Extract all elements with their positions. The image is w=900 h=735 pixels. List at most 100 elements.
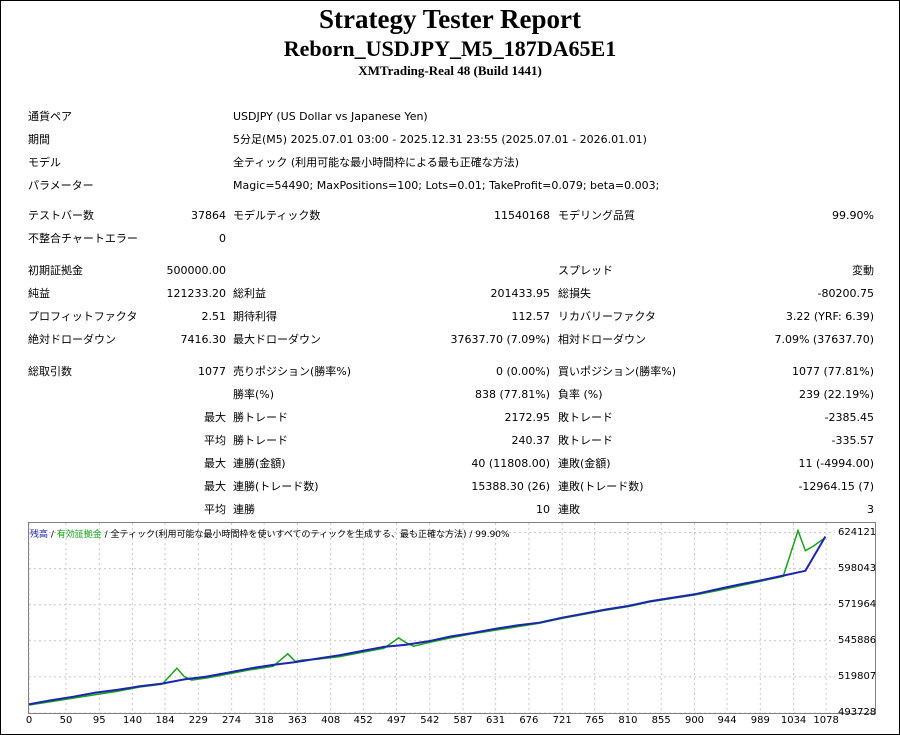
expected-value: 112.57: [511, 310, 551, 323]
y-tick-label: 519807: [838, 670, 877, 682]
model-label: モデル: [28, 156, 61, 169]
x-tick-label: 900: [684, 715, 705, 726]
symbol-value: USDJPY (US Dollar vs Japanese Yen): [233, 110, 428, 123]
largest-win-label: 勝トレード: [233, 411, 288, 424]
y-tick-label: 598043: [838, 562, 877, 574]
long-label: 買いポジション(勝率%): [558, 365, 677, 378]
legend-balance: 残高: [30, 530, 49, 540]
symbol-label: 通貨ペア: [28, 110, 72, 123]
ticks-value: 11540168: [494, 209, 550, 222]
expected-label: 期待利得: [233, 310, 277, 323]
params-label: パラメーター: [28, 179, 94, 192]
legend-sep: /: [48, 530, 57, 540]
abs-dd-value: 7416.30: [180, 333, 227, 346]
rel-dd-value: 7.09% (37637.70): [774, 333, 874, 346]
x-tick-label: 587: [453, 715, 473, 726]
avg-cons-loss-label: 連敗: [558, 503, 580, 516]
x-tick-label: 1078: [813, 715, 839, 726]
model-value: 全ティック (利用可能な最小時間枠による最も正確な方法): [233, 156, 520, 169]
cons-win-cnt-label: 連勝(トレード数): [233, 480, 319, 493]
gross-profit-label: 総利益: [233, 287, 266, 300]
cons-loss-amt-label: 連敗(金額): [558, 457, 611, 470]
avg-win-label: 勝トレード: [233, 434, 288, 447]
spread-label: スプレッド: [558, 264, 613, 277]
x-tick-label: 944: [717, 715, 737, 726]
x-tick-label: 765: [585, 715, 605, 726]
bars-value: 37864: [191, 209, 226, 222]
balance-line: [29, 535, 827, 706]
x-tick-label: 542: [420, 715, 440, 726]
largest-loss-value: -2385.45: [824, 411, 874, 424]
cons-win-amt-label: 連勝(金額): [233, 457, 286, 470]
max-dd-value: 37637.70 (7.09%): [450, 333, 550, 346]
pf-value: 2.51: [201, 310, 227, 323]
deposit-label: 初期証拠金: [28, 264, 83, 277]
period-label: 期間: [28, 133, 50, 146]
ea-name: Reborn_USDJPY_M5_187DA65E1: [283, 36, 617, 61]
x-tick-label: 95: [92, 715, 106, 726]
x-tick-label: 229: [188, 715, 208, 726]
cons-loss-cnt-value: -12964.15 (7): [798, 480, 874, 493]
server-build: XMTrading-Real 48 (Build 1441): [358, 63, 542, 78]
x-tick-label: 363: [287, 715, 307, 726]
spread-value: 変動: [852, 264, 874, 277]
x-tick-label: 50: [59, 715, 73, 726]
legend-description: / 全ティック(利用可能な最小時間枠を使いすべてのティックを生成する、最も正確な…: [101, 530, 510, 540]
x-tick-label: 810: [618, 715, 638, 726]
period-value: 5分足(M5) 2025.07.01 03:00 - 2025.12.31 23…: [233, 133, 647, 146]
recovery-label: リカバリーファクタ: [558, 310, 656, 323]
avg-win-value: 240.37: [511, 434, 551, 447]
mismatch-value: 0: [219, 232, 226, 245]
gross-profit-value: 201433.95: [490, 287, 551, 300]
y-tick-label: 624121: [838, 526, 877, 538]
recovery-value: 3.22 (YRF: 6.39): [785, 310, 874, 323]
cons-win-amt-value: 40 (11808.00): [471, 457, 550, 470]
ticks-label: モデルティック数: [233, 209, 321, 222]
y-tick-label: 493728: [838, 707, 877, 718]
loss-rate-value: 239 (22.19%): [798, 388, 874, 401]
quality-label: モデリング品質: [558, 209, 635, 222]
x-tick-label: 855: [651, 715, 671, 726]
x-tick-label: 0: [25, 715, 33, 726]
avg-cons-loss-value: 3: [867, 503, 874, 516]
loss-rate-label: 負率 (%): [558, 388, 603, 401]
short-label: 売りポジション(勝率%): [233, 365, 352, 378]
x-tick-label: 497: [386, 715, 407, 726]
long-value: 1077 (77.81%): [791, 365, 874, 378]
largest-label: 最大: [204, 411, 226, 424]
win-rate-label: 勝率(%): [233, 388, 275, 401]
largest-loss-label: 敗トレード: [558, 411, 613, 424]
rel-dd-label: 相対ドローダウン: [558, 333, 646, 346]
total-trades-label: 総取引数: [28, 365, 72, 378]
cons-loss-cnt-label: 連敗(トレード数): [558, 480, 644, 493]
bars-label: テストバー数: [28, 209, 94, 222]
equity-line: [29, 528, 826, 706]
gross-loss-label: 総損失: [558, 287, 591, 300]
net-value: 121233.20: [166, 287, 227, 300]
short-value: 0 (0.00%): [495, 365, 550, 378]
x-tick-label: 721: [552, 715, 572, 726]
avg-cons-win-value: 10: [536, 503, 550, 516]
x-tick-label: 452: [353, 715, 373, 726]
cons-win-cnt-value: 15388.30 (26): [471, 480, 550, 493]
x-tick-label: 989: [750, 715, 770, 726]
x-tick-label: 140: [122, 715, 143, 726]
params-value: Magic=54490; MaxPositions=100; Lots=0.01…: [233, 179, 660, 192]
total-trades-value: 1077: [198, 365, 226, 378]
avg-loss-label: 敗トレード: [558, 434, 613, 447]
max-cons-amt-label: 最大: [204, 457, 226, 470]
max-cons-cnt-label: 最大: [204, 480, 226, 493]
report-title: Strategy Tester Report: [319, 4, 581, 34]
avg-loss-value: -335.57: [831, 434, 874, 447]
mismatch-label: 不整合チャートエラー: [28, 232, 138, 245]
quality-value: 99.90%: [832, 209, 874, 222]
avg-cons-label: 平均: [204, 503, 226, 516]
x-tick-label: 318: [254, 715, 274, 726]
avg-cons-win-label: 連勝: [233, 503, 255, 516]
net-label: 純益: [28, 287, 50, 300]
pf-label: プロフィットファクタ: [28, 310, 138, 323]
max-dd-label: 最大ドローダウン: [233, 333, 321, 346]
abs-dd-label: 絶対ドローダウン: [28, 333, 116, 346]
x-tick-label: 274: [222, 715, 242, 726]
chart-legend: 残高 / 有効証拠金 / 全ティック(利用可能な最小時間枠を使いすべてのティック…: [30, 527, 510, 540]
